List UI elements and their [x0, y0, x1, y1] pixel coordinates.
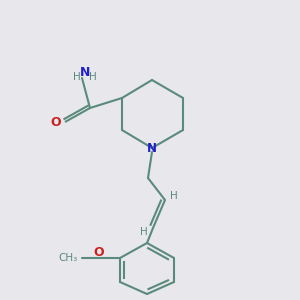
- Text: O: O: [50, 116, 61, 128]
- Text: H: H: [170, 191, 178, 201]
- Text: CH₃: CH₃: [59, 253, 78, 263]
- Text: O: O: [94, 247, 104, 260]
- Text: N: N: [80, 65, 90, 79]
- Text: N: N: [147, 142, 157, 154]
- Text: H: H: [89, 72, 97, 82]
- Text: H: H: [73, 72, 81, 82]
- Text: H: H: [140, 227, 148, 237]
